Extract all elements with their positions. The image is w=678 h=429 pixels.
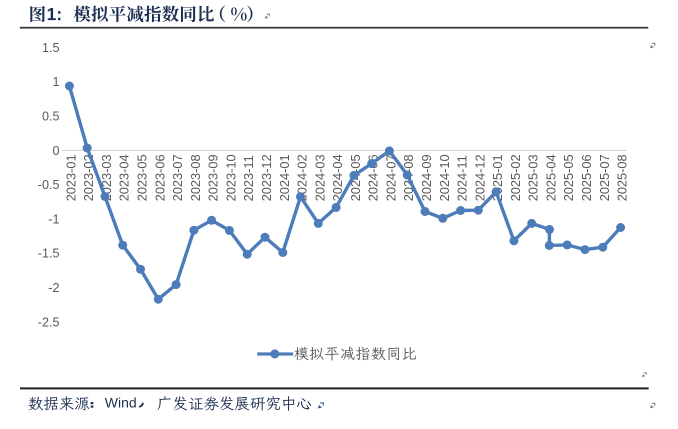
- svg-text:2023-11: 2023-11: [241, 155, 256, 201]
- svg-text:2025-08: 2025-08: [615, 154, 630, 201]
- svg-text:2024-02: 2024-02: [295, 154, 310, 201]
- svg-text:0.5: 0.5: [42, 110, 60, 124]
- svg-text:2024-07: 2024-07: [383, 154, 398, 201]
- svg-text:1.5: 1.5: [42, 41, 60, 55]
- svg-text:2025-06: 2025-06: [579, 154, 594, 201]
- svg-text:2023-12: 2023-12: [259, 154, 274, 201]
- svg-text:2023-05: 2023-05: [135, 154, 150, 201]
- svg-text:2024-04: 2024-04: [330, 154, 345, 201]
- svg-text:2025-02: 2025-02: [508, 154, 523, 201]
- svg-text:2023-04: 2023-04: [117, 154, 132, 201]
- svg-text:1: 1: [52, 75, 59, 89]
- svg-text:-1: -1: [48, 212, 59, 226]
- svg-text:2023-10: 2023-10: [223, 154, 238, 201]
- svg-text:-2: -2: [48, 281, 59, 295]
- svg-text:-0.5: -0.5: [38, 178, 60, 192]
- svg-text:2023-08: 2023-08: [188, 154, 203, 201]
- svg-text:2024-09: 2024-09: [419, 154, 434, 201]
- svg-text:2024-12: 2024-12: [472, 154, 487, 201]
- svg-text:2023-01: 2023-01: [63, 154, 78, 201]
- svg-text:Wind: Wind: [105, 394, 137, 410]
- svg-text:2025-03: 2025-03: [526, 154, 541, 201]
- svg-text:2024-03: 2024-03: [312, 154, 327, 201]
- svg-text:2025-04: 2025-04: [543, 154, 558, 201]
- svg-text:2024-10: 2024-10: [437, 154, 452, 201]
- svg-text:2024-01: 2024-01: [277, 154, 292, 201]
- svg-text:-1.5: -1.5: [38, 247, 60, 261]
- svg-text:2025-05: 2025-05: [561, 154, 576, 201]
- svg-text:2023-07: 2023-07: [170, 154, 185, 201]
- svg-text:2025-07: 2025-07: [597, 154, 612, 201]
- svg-text:2023-06: 2023-06: [152, 154, 167, 201]
- svg-text:0: 0: [52, 144, 59, 158]
- svg-text:2023-02: 2023-02: [81, 154, 96, 201]
- svg-text:2024-11: 2024-11: [455, 155, 470, 201]
- svg-text:2023-09: 2023-09: [206, 154, 221, 201]
- svg-text:-2.5: -2.5: [38, 315, 60, 329]
